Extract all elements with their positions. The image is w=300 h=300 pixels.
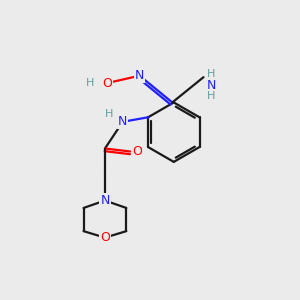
Text: N: N [206,79,216,92]
Text: O: O [100,231,110,244]
Text: H: H [105,109,114,119]
Text: N: N [100,194,110,207]
Text: H: H [206,91,215,100]
Text: H: H [206,69,215,79]
Text: O: O [102,76,112,90]
Text: N: N [118,115,128,128]
Text: H: H [86,78,95,88]
Text: N: N [135,69,144,82]
Text: O: O [132,145,142,158]
Text: N: N [100,194,110,207]
